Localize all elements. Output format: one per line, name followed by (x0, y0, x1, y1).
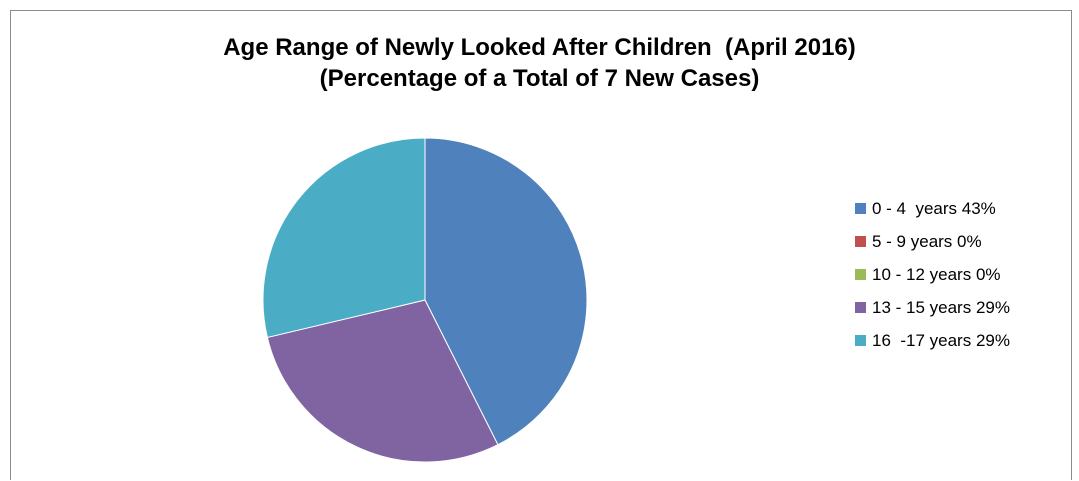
legend-label: 5 - 9 years 0% (872, 231, 982, 251)
legend-label: 13 - 15 years 29% (872, 297, 1010, 317)
chart-title-line-2: (Percentage of a Total of 7 New Cases) (319, 65, 760, 92)
legend-item-2: 5 - 9 years 0% (855, 225, 1075, 258)
legend-swatch (855, 269, 866, 280)
legend-label: 10 - 12 years 0% (872, 264, 1001, 284)
pie-slice-5 (262, 137, 426, 339)
legend-item-3: 10 - 12 years 0% (855, 258, 1075, 291)
legend-swatch (855, 335, 866, 346)
chart-title-line-1: Age Range of Newly Looked After Children… (223, 34, 856, 61)
legend-item-1: 0 - 4 years 43% (855, 192, 1075, 225)
legend-swatch (855, 302, 866, 313)
legend-swatch (855, 236, 866, 247)
pie-slice-1 (424, 137, 588, 446)
legend: 0 - 4 years 43% 5 - 9 years 0% 10 - 12 yea… (855, 192, 1075, 357)
chart-title: Age Range of Newly Looked After Children… (0, 32, 1079, 94)
legend-label: 0 - 4 years 43% (872, 198, 996, 218)
legend-label: 16 -17 years 29% (872, 330, 1010, 350)
legend-item-4: 13 - 15 years 29% (855, 291, 1075, 324)
legend-swatch (855, 203, 866, 214)
pie-slice-4 (266, 299, 499, 463)
legend-item-5: 16 -17 years 29% (855, 324, 1075, 357)
